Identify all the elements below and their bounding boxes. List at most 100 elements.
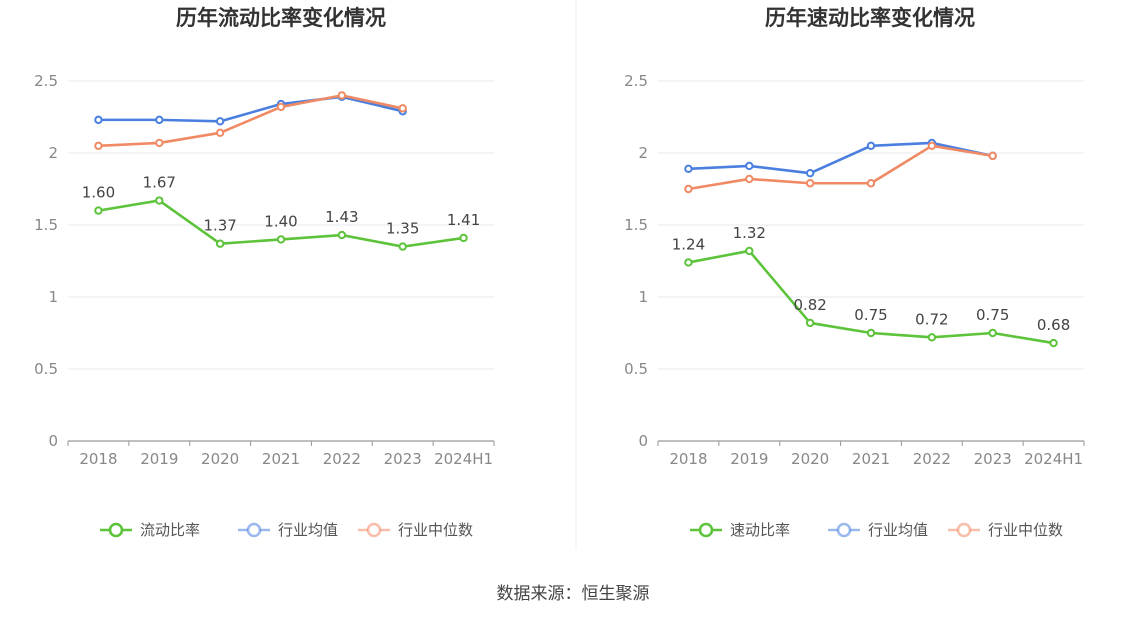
data-point-primary [398,242,407,251]
x-tick-label: 2023 [384,450,422,468]
legend-label: 流动比率 [140,521,200,539]
data-point-primary [94,206,103,215]
data-point-median [337,91,347,100]
data-label: 0.72 [915,310,948,328]
series-line-avg [688,141,993,175]
legend-item-3: 行业中位数 [948,521,1063,539]
data-point-primary [866,328,876,338]
data-label: 1.40 [264,212,297,230]
data-label: 0.75 [976,306,1009,324]
y-tick-label: 2 [638,144,648,162]
x-tick-label: 2020 [791,450,829,468]
legend-label: 行业中位数 [398,521,473,539]
legend-item-2: 行业均值 [828,521,928,539]
data-point-primary [684,258,693,267]
data-point-avg [866,141,876,151]
data-label: 1.43 [325,208,358,226]
legend-swatch-marker [108,522,124,538]
data-label: 1.60 [82,184,115,202]
data-label: 0.75 [854,306,887,324]
data-point-median [745,174,754,184]
data-point-median [927,141,937,151]
data-point-primary [337,230,347,240]
data-point-avg [684,164,693,174]
source-text: 数据来源：恒生聚源 [497,584,650,604]
data-point-primary [459,233,468,243]
data-label: 1.24 [672,235,705,253]
y-tick-label: 1.5 [624,216,648,234]
data-point-primary [745,246,754,256]
y-tick-label: 0 [48,432,58,450]
x-tick-label: 2023 [974,450,1012,468]
data-point-avg [155,115,164,125]
data-label: 1.37 [203,217,236,235]
data-point-avg [805,168,815,178]
data-point-primary [215,239,225,248]
data-label: 0.82 [793,296,826,314]
data-label: 1.35 [386,220,419,238]
data-point-median [215,128,225,138]
data-point-primary [276,235,286,244]
data-label: 1.32 [733,224,766,242]
data-label: 1.41 [447,211,480,229]
data-label: 0.68 [1037,316,1070,334]
x-tick-label: 2018 [669,450,707,468]
legend-label: 行业中位数 [988,521,1063,539]
y-tick-label: 2 [48,144,58,162]
y-tick-label: 2.5 [34,72,58,90]
legend-swatch-marker [366,522,382,538]
legend-label: 速动比率 [730,521,790,539]
data-point-median [94,141,103,151]
data-point-avg [215,117,225,126]
data-point-median [805,179,815,188]
y-tick-label: 1.5 [34,216,58,234]
y-tick-label: 0.5 [34,360,58,378]
legend-swatch-marker [698,522,714,538]
x-tick-label: 2021 [852,450,890,468]
legend-label: 行业均值 [868,521,928,539]
data-point-avg [94,115,103,125]
data-point-median [684,184,693,194]
chart-panel-2: 历年速动比率变化情况 0 0.5 1 1.5 2 2.5 2018 2019 2020 2021 20… [624,6,1085,539]
x-tick-label: 2024H1 [1024,450,1083,468]
data-point-median [276,102,286,112]
data-label: 1.67 [143,174,176,192]
y-tick-label: 2.5 [624,72,648,90]
legend-item-3: 行业中位数 [358,521,473,539]
y-tick-label: 1 [48,288,58,306]
x-tick-label: 2018 [79,450,117,468]
series-line-avg [98,95,404,123]
series-line-median [98,94,403,148]
x-tick-label: 2020 [201,450,239,468]
data-point-primary [988,328,997,338]
data-point-median [398,104,407,113]
data-point-primary [805,318,815,328]
chart-title: 历年速动比率变化情况 [765,6,975,30]
data-point-median [988,151,997,161]
y-tick-label: 0 [638,432,648,450]
series-line-median [688,144,993,191]
x-tick-label: 2024H1 [434,450,493,468]
chart-title: 历年流动比率变化情况 [176,6,386,30]
x-tick-label: 2021 [262,450,300,468]
data-point-primary [1049,338,1058,348]
data-point-median [866,179,876,188]
legend-item-2: 行业均值 [238,521,338,539]
x-tick-label: 2022 [913,450,951,468]
legend-item-1: 速动比率 [690,521,790,539]
legend-item-1: 流动比率 [100,521,200,539]
legend-swatch-marker [246,522,262,538]
data-point-median [155,138,164,148]
data-point-primary [155,196,164,205]
x-tick-label: 2019 [140,450,178,468]
data-point-primary [927,333,937,342]
data-point-avg [745,161,754,171]
x-tick-label: 2019 [730,450,768,468]
legend-swatch-marker [836,522,852,538]
legend-swatch-marker [956,522,972,538]
chart-panel-1: 历年流动比率变化情况 0 0.5 1 1.5 2 2.5 2018 2019 2020 2021 20… [34,6,495,539]
y-tick-label: 1 [638,288,648,306]
y-tick-label: 0.5 [624,360,648,378]
x-tick-label: 2022 [323,450,361,468]
